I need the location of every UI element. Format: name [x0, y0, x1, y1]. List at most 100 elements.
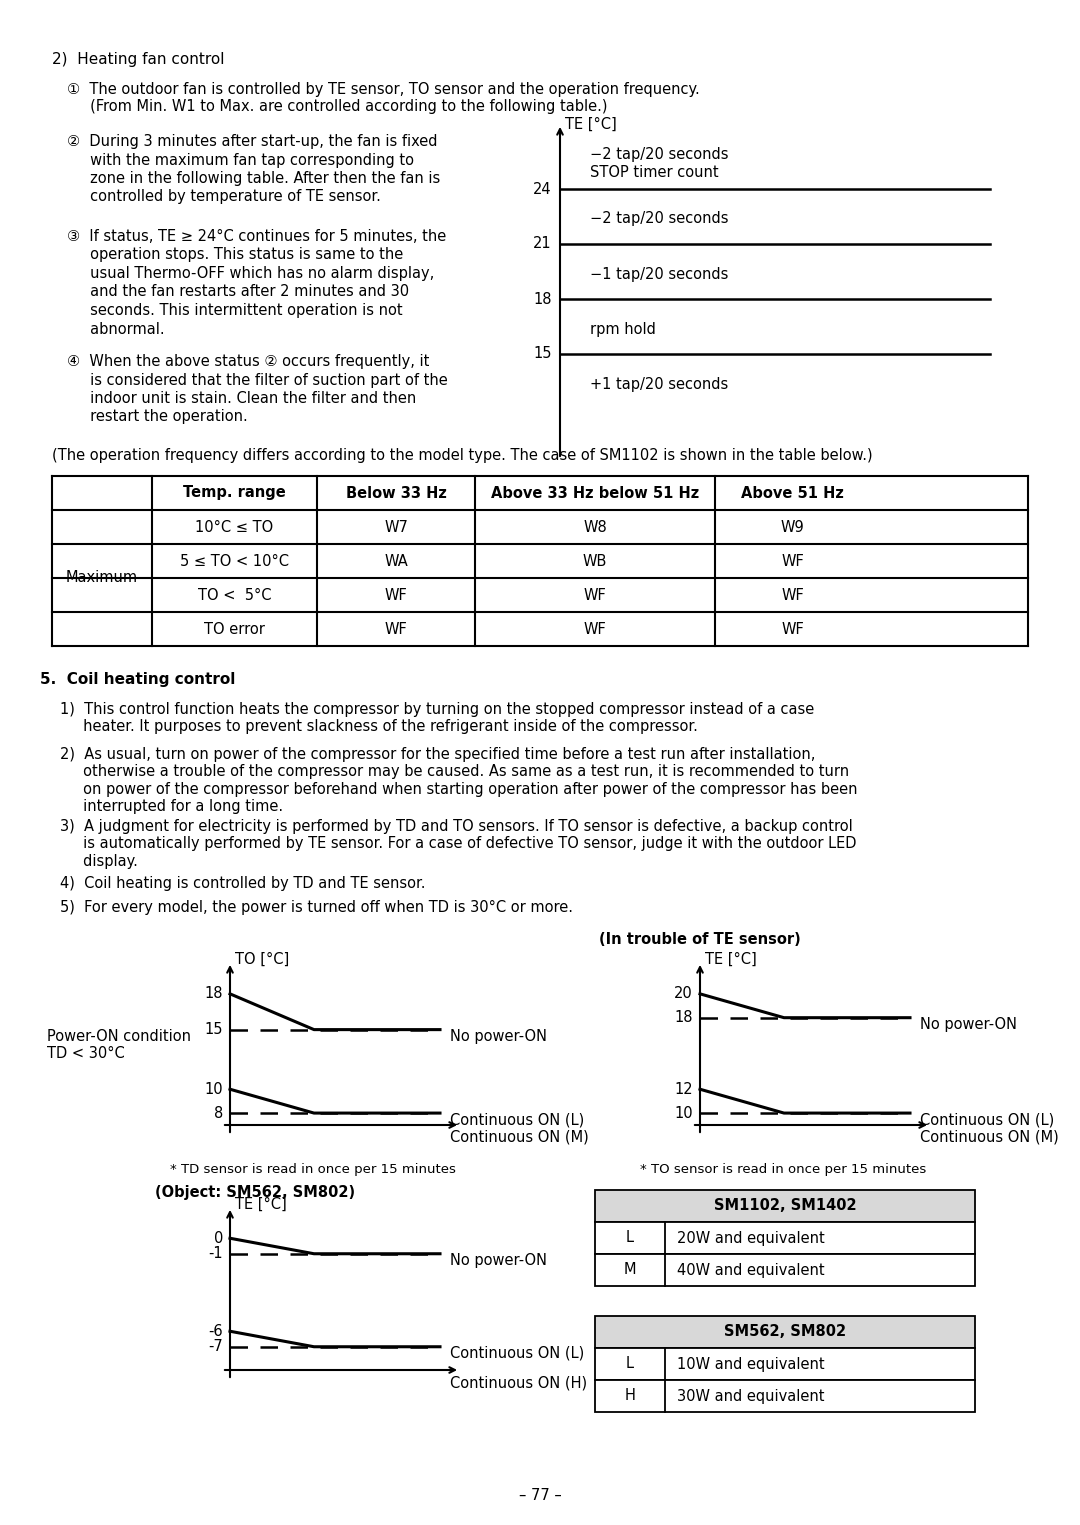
Text: M: M — [624, 1263, 636, 1278]
Text: ④  When the above status ② occurs frequently, it: ④ When the above status ② occurs frequen… — [67, 354, 430, 369]
Text: No power-ON: No power-ON — [920, 1017, 1017, 1032]
Text: W9: W9 — [781, 520, 805, 534]
Bar — [595, 1222, 975, 1254]
Text: WA: WA — [384, 554, 408, 569]
Text: 20W and equivalent: 20W and equivalent — [677, 1231, 825, 1246]
Text: W8: W8 — [583, 520, 607, 534]
Text: STOP timer count: STOP timer count — [590, 165, 718, 180]
Text: WB: WB — [583, 554, 607, 569]
Text: H: H — [624, 1388, 635, 1403]
Text: Continuous ON (L): Continuous ON (L) — [920, 1112, 1054, 1127]
Text: +1 tap/20 seconds: +1 tap/20 seconds — [590, 377, 728, 392]
Text: 0: 0 — [214, 1231, 222, 1246]
Text: 18: 18 — [534, 291, 552, 307]
Text: 40W and equivalent: 40W and equivalent — [677, 1263, 825, 1278]
Text: WF: WF — [781, 587, 804, 602]
Text: ③  If status, TE ≥ 24°C continues for 5 minutes, the: ③ If status, TE ≥ 24°C continues for 5 m… — [67, 229, 446, 244]
Text: Maximum: Maximum — [66, 570, 138, 586]
Text: WF: WF — [781, 622, 804, 636]
Text: zone in the following table. After then the fan is: zone in the following table. After then … — [67, 171, 441, 186]
Text: TO <  5°C: TO < 5°C — [198, 587, 271, 602]
Text: 15: 15 — [534, 346, 552, 361]
Text: operation stops. This status is same to the: operation stops. This status is same to … — [67, 247, 403, 262]
Text: L: L — [626, 1357, 634, 1371]
Text: 12: 12 — [674, 1081, 693, 1096]
Text: Continuous ON (M): Continuous ON (M) — [450, 1130, 589, 1145]
Text: WF: WF — [583, 622, 606, 636]
Text: No power-ON: No power-ON — [450, 1252, 546, 1267]
Text: -6: -6 — [208, 1324, 222, 1339]
Text: −2 tap/20 seconds: −2 tap/20 seconds — [590, 146, 729, 162]
Text: and the fan restarts after 2 minutes and 30: and the fan restarts after 2 minutes and… — [67, 285, 409, 299]
Text: 1)  This control function heats the compressor by turning on the stopped compres: 1) This control function heats the compr… — [60, 702, 814, 735]
Text: WF: WF — [583, 587, 606, 602]
Text: Temp. range: Temp. range — [184, 485, 286, 500]
Text: 2)  Heating fan control: 2) Heating fan control — [52, 52, 225, 67]
Bar — [595, 1348, 975, 1380]
Text: -1: -1 — [208, 1246, 222, 1261]
Text: usual Thermo-OFF which has no alarm display,: usual Thermo-OFF which has no alarm disp… — [67, 265, 434, 281]
Bar — [595, 1316, 975, 1348]
Bar — [595, 1380, 975, 1412]
Text: W7: W7 — [384, 520, 408, 534]
Text: 21: 21 — [534, 236, 552, 252]
Text: 5.  Coil heating control: 5. Coil heating control — [40, 673, 235, 686]
Text: 10°C ≤ TO: 10°C ≤ TO — [195, 520, 273, 534]
Text: Power-ON condition
TD < 30°C: Power-ON condition TD < 30°C — [48, 1029, 191, 1061]
Text: indoor unit is stain. Clean the filter and then: indoor unit is stain. Clean the filter a… — [67, 390, 416, 406]
Text: 18: 18 — [675, 1010, 693, 1025]
Text: 10: 10 — [204, 1081, 222, 1096]
Text: 24: 24 — [534, 181, 552, 197]
Text: * TD sensor is read in once per 15 minutes: * TD sensor is read in once per 15 minut… — [170, 1164, 456, 1176]
Text: (In trouble of TE sensor): (In trouble of TE sensor) — [599, 932, 801, 947]
Text: 5 ≤ TO < 10°C: 5 ≤ TO < 10°C — [180, 554, 289, 569]
Text: TE [°C]: TE [°C] — [705, 952, 757, 967]
Text: Continuous ON (L): Continuous ON (L) — [450, 1112, 584, 1127]
Text: 18: 18 — [204, 987, 222, 1002]
Text: Above 51 Hz: Above 51 Hz — [741, 485, 843, 500]
Text: SM1102, SM1402: SM1102, SM1402 — [714, 1199, 856, 1214]
Text: WF: WF — [384, 622, 407, 636]
Text: Continuous ON (H): Continuous ON (H) — [450, 1376, 588, 1389]
Text: TE [°C]: TE [°C] — [235, 1197, 287, 1212]
Text: −2 tap/20 seconds: −2 tap/20 seconds — [590, 210, 729, 226]
Text: No power-ON: No power-ON — [450, 1029, 546, 1043]
Text: with the maximum fan tap corresponding to: with the maximum fan tap corresponding t… — [67, 152, 414, 168]
Text: restart the operation.: restart the operation. — [67, 410, 247, 424]
Text: (The operation frequency differs according to the model type. The case of SM1102: (The operation frequency differs accordi… — [52, 448, 873, 464]
Text: seconds. This intermittent operation is not: seconds. This intermittent operation is … — [67, 303, 403, 319]
Text: 3)  A judgment for electricity is performed by TD and TO sensors. If TO sensor i: 3) A judgment for electricity is perform… — [60, 819, 856, 869]
Text: * TO sensor is read in once per 15 minutes: * TO sensor is read in once per 15 minut… — [640, 1164, 927, 1176]
Bar — [595, 1190, 975, 1222]
Text: Continuous ON (M): Continuous ON (M) — [920, 1130, 1058, 1145]
Text: ①  The outdoor fan is controlled by TE sensor, TO sensor and the operation frequ: ① The outdoor fan is controlled by TE se… — [67, 82, 700, 114]
Text: – 77 –: – 77 – — [518, 1487, 562, 1502]
Text: L: L — [626, 1231, 634, 1246]
Text: −1 tap/20 seconds: −1 tap/20 seconds — [590, 267, 728, 282]
Text: TO error: TO error — [204, 622, 265, 636]
Text: Below 33 Hz: Below 33 Hz — [346, 485, 446, 500]
Text: is considered that the filter of suction part of the: is considered that the filter of suction… — [67, 372, 448, 387]
Text: SM562, SM802: SM562, SM802 — [724, 1325, 846, 1339]
Text: 10W and equivalent: 10W and equivalent — [677, 1357, 825, 1371]
Bar — [595, 1254, 975, 1286]
Text: Continuous ON (L): Continuous ON (L) — [450, 1345, 584, 1360]
Text: -7: -7 — [208, 1339, 222, 1354]
Text: 2)  As usual, turn on power of the compressor for the specified time before a te: 2) As usual, turn on power of the compre… — [60, 747, 858, 814]
Text: rpm hold: rpm hold — [590, 322, 656, 337]
Text: 5)  For every model, the power is turned off when TD is 30°C or more.: 5) For every model, the power is turned … — [60, 900, 573, 915]
Text: 10: 10 — [674, 1106, 693, 1121]
Text: WF: WF — [384, 587, 407, 602]
Text: 8: 8 — [214, 1106, 222, 1121]
Text: 4)  Coil heating is controlled by TD and TE sensor.: 4) Coil heating is controlled by TD and … — [60, 875, 426, 891]
Text: (Object: SM562, SM802): (Object: SM562, SM802) — [154, 1185, 355, 1200]
Text: ②  During 3 minutes after start-up, the fan is fixed: ② During 3 minutes after start-up, the f… — [67, 134, 437, 149]
Text: 30W and equivalent: 30W and equivalent — [677, 1388, 824, 1403]
Text: controlled by temperature of TE sensor.: controlled by temperature of TE sensor. — [67, 189, 381, 204]
Text: TO [°C]: TO [°C] — [235, 952, 289, 967]
Text: WF: WF — [781, 554, 804, 569]
Text: TE [°C]: TE [°C] — [565, 117, 617, 133]
Text: 20: 20 — [674, 987, 693, 1002]
Text: abnormal.: abnormal. — [67, 322, 164, 337]
Text: 15: 15 — [204, 1022, 222, 1037]
